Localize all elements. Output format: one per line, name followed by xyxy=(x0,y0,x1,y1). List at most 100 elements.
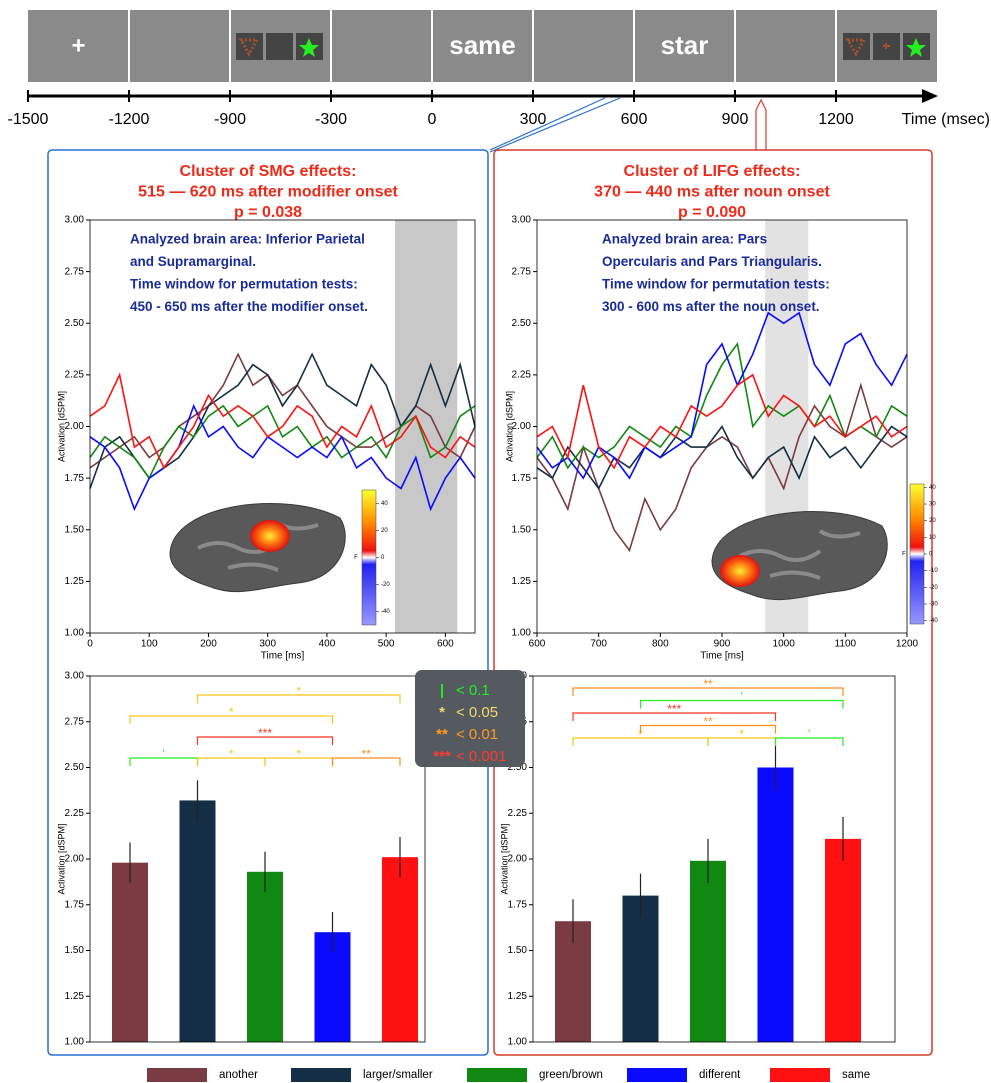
y-tick-label: 1.50 xyxy=(508,945,528,956)
figure: +?samestar-1500-1200-900-300030060090012… xyxy=(0,0,991,1083)
colorbar-tick-label: -10 xyxy=(929,568,938,574)
significance-label: ' xyxy=(741,690,743,704)
y-tick-label: 1.75 xyxy=(65,899,85,910)
significance-label: ' xyxy=(163,747,165,761)
y-tick-label: 1.50 xyxy=(65,945,85,956)
bar xyxy=(382,857,418,1042)
panel-title: p = 0.038 xyxy=(234,204,302,221)
bar xyxy=(247,872,283,1042)
time-tick-label: -1200 xyxy=(109,111,150,128)
colorbar-tick-label: 40 xyxy=(929,485,936,491)
bar xyxy=(690,861,726,1042)
y-tick-label: 2.25 xyxy=(508,808,528,819)
legend-label: green/brown xyxy=(539,1069,603,1081)
annotation: 300 - 600 ms after the noun onset. xyxy=(602,299,820,314)
annotation: Time window for permutation tests: xyxy=(130,277,358,292)
x-tick-label: 200 xyxy=(200,639,217,650)
time-tick-label: 600 xyxy=(621,111,648,128)
time-tick-label: -900 xyxy=(214,111,246,128)
x-tick-label: 400 xyxy=(319,639,336,650)
highlight-window xyxy=(395,220,457,633)
y-axis-label: Activation [dSPM] xyxy=(499,823,509,894)
y-tick-label: 3.00 xyxy=(512,215,532,226)
panel-title: Cluster of LIFG effects: xyxy=(624,163,801,180)
significance-label: ** xyxy=(703,715,713,729)
legend-label: different xyxy=(699,1069,741,1081)
y-tick-label: 1.75 xyxy=(65,473,85,484)
activation-blob xyxy=(720,555,760,587)
significance-label: * xyxy=(739,727,744,741)
x-tick-label: 100 xyxy=(141,639,158,650)
panel-title: p = 0.090 xyxy=(678,204,746,221)
time-tick-label: 0 xyxy=(428,111,437,128)
y-tick-label: 2.25 xyxy=(65,808,85,819)
y-tick-label: 2.50 xyxy=(65,762,85,773)
colorbar xyxy=(910,484,924,624)
x-tick-label: 500 xyxy=(378,639,395,650)
colorbar-label: F xyxy=(354,555,358,561)
significance-label: ' xyxy=(808,727,810,741)
significance-label: ** xyxy=(703,677,713,691)
y-tick-label: 2.50 xyxy=(65,318,85,329)
y-tick-label: 1.50 xyxy=(65,524,85,535)
bar xyxy=(180,800,216,1042)
y-tick-label: 1.50 xyxy=(512,524,532,535)
colorbar-tick-label: -30 xyxy=(929,602,938,608)
x-axis-label: Time [ms] xyxy=(261,651,305,662)
significance-label: ** xyxy=(362,747,372,761)
significance-label: * xyxy=(229,705,234,719)
y-tick-label: 1.00 xyxy=(65,628,85,639)
y-tick-label: 2.75 xyxy=(65,716,85,727)
panel-title: Cluster of SMG effects: xyxy=(180,163,357,180)
significance-label: * xyxy=(229,747,234,761)
colorbar-tick-label: -40 xyxy=(381,609,390,615)
significance-label: < 0.001 xyxy=(456,748,506,765)
y-tick-label: 2.75 xyxy=(65,266,85,277)
charts: Cluster of SMG effects:515 — 620 ms afte… xyxy=(56,163,938,1047)
annotation: Opercularis and Pars Triangularis. xyxy=(602,254,822,269)
x-tick-label: 800 xyxy=(652,639,669,650)
annotation: Analyzed brain area: Inferior Parietal xyxy=(130,232,365,247)
y-tick-label: 1.00 xyxy=(65,1037,85,1048)
connector xyxy=(490,98,605,150)
legend-label: larger/smaller xyxy=(363,1069,433,1081)
legend-label: same xyxy=(842,1069,870,1081)
y-tick-label: 1.00 xyxy=(512,628,532,639)
colorbar-tick-label: -20 xyxy=(381,582,390,588)
y-axis-label: Activation [dSPM] xyxy=(504,391,514,462)
time-tick-label: -1500 xyxy=(8,111,49,128)
x-tick-label: 0 xyxy=(87,639,93,650)
legend-swatch xyxy=(291,1068,351,1082)
y-tick-label: 2.25 xyxy=(512,370,532,381)
significance-label: < 0.01 xyxy=(456,726,498,743)
x-tick-label: 700 xyxy=(590,639,607,650)
legend-swatch xyxy=(627,1068,687,1082)
significance-symbol: ** xyxy=(436,726,448,743)
legend-swatch xyxy=(770,1068,830,1082)
colorbar-tick-label: 10 xyxy=(929,535,936,541)
x-tick-label: 900 xyxy=(714,639,731,650)
y-tick-label: 2.00 xyxy=(508,854,528,865)
significance-label: *** xyxy=(667,702,681,716)
colorbar-tick-label: 0 xyxy=(381,555,385,561)
significance-label: < 0.1 xyxy=(456,682,490,699)
significance-symbol: *** xyxy=(433,748,451,765)
colorbar-label: F xyxy=(902,552,906,558)
y-tick-label: 1.25 xyxy=(65,576,85,587)
significance-label: *** xyxy=(258,726,272,740)
significance-label: < 0.05 xyxy=(456,704,498,721)
time-tick-label: -300 xyxy=(315,111,347,128)
colorbar-tick-label: 40 xyxy=(381,501,388,507)
significance-label: * xyxy=(296,684,301,698)
connector xyxy=(756,100,766,150)
y-tick-label: 1.00 xyxy=(508,1037,528,1048)
bar xyxy=(112,863,148,1042)
x-axis-label: Time [ms] xyxy=(700,651,744,662)
y-axis-label: Activation [dSPM] xyxy=(56,823,66,894)
y-tick-label: 3.00 xyxy=(65,215,85,226)
x-tick-label: 1100 xyxy=(835,639,857,650)
x-tick-label: 600 xyxy=(437,639,454,650)
colorbar-tick-label: 20 xyxy=(929,518,936,524)
legend-swatch xyxy=(467,1068,527,1082)
